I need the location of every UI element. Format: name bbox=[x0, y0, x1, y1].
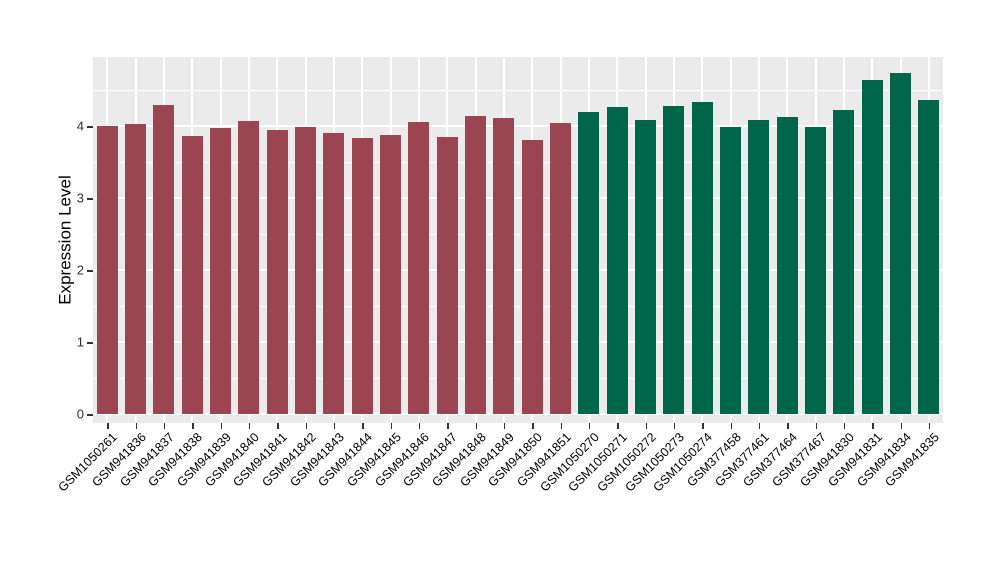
x-tick-mark bbox=[248, 423, 251, 429]
y-tick-mark bbox=[87, 126, 93, 128]
x-tick-mark bbox=[560, 423, 562, 429]
bar bbox=[408, 121, 430, 414]
bar bbox=[578, 111, 600, 414]
x-tick-mark bbox=[305, 423, 307, 429]
x-tick-mark bbox=[617, 423, 619, 429]
bar bbox=[748, 119, 770, 414]
y-axis-title: Expression Level bbox=[50, 57, 82, 423]
bar bbox=[323, 133, 345, 414]
bar bbox=[96, 126, 118, 414]
x-tick-mark bbox=[872, 423, 874, 429]
bar bbox=[493, 118, 515, 414]
gridline-h-minor bbox=[93, 90, 943, 91]
gridline-h-minor bbox=[93, 306, 943, 307]
bar bbox=[890, 73, 911, 414]
x-tick-mark bbox=[645, 423, 647, 429]
y-tick-label: 0 bbox=[76, 406, 84, 422]
bar bbox=[153, 105, 175, 414]
x-tick-mark bbox=[362, 423, 364, 429]
bar bbox=[210, 128, 231, 414]
plot-panel bbox=[93, 57, 943, 423]
gridline-h-minor bbox=[93, 378, 943, 379]
y-tick-label: 1 bbox=[76, 334, 84, 350]
y-tick-label: 3 bbox=[76, 190, 84, 206]
x-tick-mark bbox=[418, 423, 421, 429]
x-tick-mark bbox=[107, 423, 109, 429]
x-tick-mark bbox=[673, 423, 676, 429]
bar bbox=[663, 105, 685, 414]
x-tick-mark bbox=[532, 423, 534, 429]
y-tick-label: 4 bbox=[76, 118, 84, 134]
x-tick-mark bbox=[928, 423, 931, 429]
y-tick-label: 2 bbox=[76, 262, 84, 278]
x-tick-mark bbox=[163, 423, 166, 429]
x-tick-mark bbox=[787, 423, 789, 429]
bar bbox=[918, 100, 940, 414]
bar bbox=[266, 130, 288, 414]
bar bbox=[833, 110, 855, 414]
x-tick-mark bbox=[475, 423, 477, 429]
bar bbox=[606, 107, 628, 414]
x-tick-mark bbox=[220, 423, 222, 429]
x-tick-mark bbox=[702, 423, 704, 429]
x-tick-mark bbox=[135, 423, 137, 429]
y-tick-mark bbox=[87, 198, 93, 200]
gridline-h-major bbox=[93, 341, 943, 343]
x-tick-mark bbox=[900, 423, 902, 429]
bar bbox=[691, 101, 713, 414]
bar bbox=[436, 136, 458, 414]
bar bbox=[295, 126, 316, 414]
bar bbox=[861, 79, 883, 414]
y-tick-mark bbox=[87, 270, 93, 272]
x-tick-mark bbox=[192, 423, 194, 429]
x-tick-mark bbox=[503, 423, 506, 429]
bar bbox=[181, 136, 203, 414]
x-tick-mark bbox=[588, 423, 591, 429]
bar bbox=[550, 123, 571, 414]
x-tick-mark bbox=[730, 423, 732, 429]
x-tick-mark bbox=[815, 423, 817, 429]
bar bbox=[805, 126, 826, 414]
bar bbox=[125, 123, 146, 414]
bar bbox=[465, 115, 486, 414]
y-tick-mark bbox=[87, 342, 93, 344]
x-tick-mark bbox=[333, 423, 336, 429]
gridline-h-major bbox=[93, 125, 943, 127]
y-tick-mark bbox=[87, 414, 93, 416]
gridline-h-major bbox=[93, 269, 943, 271]
x-tick-mark bbox=[758, 423, 761, 429]
bar bbox=[720, 126, 741, 414]
bar bbox=[521, 139, 543, 414]
gridline-h-major bbox=[93, 413, 943, 415]
bar bbox=[380, 134, 401, 414]
gridline-h-major bbox=[93, 197, 943, 199]
bar bbox=[635, 119, 656, 414]
bar bbox=[776, 117, 798, 414]
bar bbox=[238, 120, 260, 414]
x-tick-mark bbox=[390, 423, 392, 429]
x-tick-mark bbox=[447, 423, 449, 429]
gridline-h-minor bbox=[93, 234, 943, 235]
x-tick-mark bbox=[843, 423, 846, 429]
x-tick-mark bbox=[277, 423, 279, 429]
bar bbox=[351, 138, 373, 414]
gridline-h-minor bbox=[93, 162, 943, 163]
